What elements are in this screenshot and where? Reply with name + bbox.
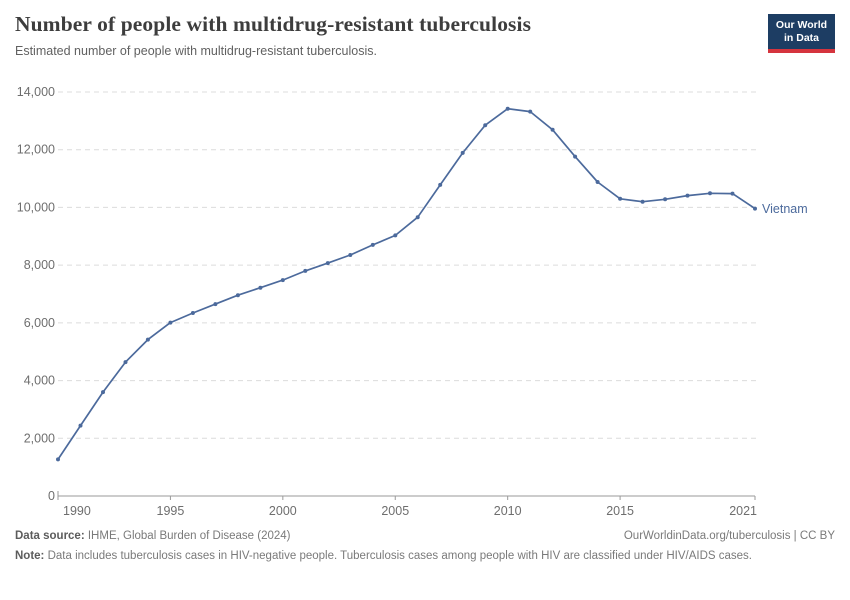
data-point-2001[interactable] bbox=[303, 268, 308, 273]
data-point-2020[interactable] bbox=[730, 191, 735, 196]
data-point-2004[interactable] bbox=[370, 242, 375, 247]
data-point-1998[interactable] bbox=[235, 293, 240, 298]
y-tick-label: 6,000 bbox=[24, 316, 55, 330]
line-chart-svg: 0 2,000 4,000 6,000 8,000 10,000 12,000 14,000 1… bbox=[17, 85, 808, 518]
chart-subtitle: Estimated number of people with multidru… bbox=[15, 44, 377, 58]
data-point-2005[interactable] bbox=[393, 233, 398, 238]
data-point-1997[interactable] bbox=[213, 302, 218, 307]
data-point-2000[interactable] bbox=[280, 278, 285, 283]
chart: 0 2,000 4,000 6,000 8,000 10,000 12,000 14,000 1… bbox=[0, 80, 850, 525]
chart-header: Number of people with multidrug-resistan… bbox=[15, 12, 835, 58]
data-point-1999[interactable] bbox=[258, 285, 263, 290]
data-point-2003[interactable] bbox=[348, 253, 353, 257]
data-point-1993[interactable] bbox=[123, 360, 128, 365]
y-tick-label: 2,000 bbox=[24, 431, 55, 445]
data-point-2010[interactable] bbox=[505, 106, 510, 111]
data-point-2016[interactable] bbox=[640, 199, 645, 204]
data-point-2011[interactable] bbox=[528, 109, 533, 114]
y-tick-label: 12,000 bbox=[17, 143, 55, 157]
data-point-2009[interactable] bbox=[483, 123, 488, 128]
x-tick-label: 2015 bbox=[606, 504, 634, 518]
data-point-2012[interactable] bbox=[550, 127, 555, 132]
trend-line bbox=[57, 107, 756, 460]
x-tick-label: 2021 bbox=[729, 504, 757, 518]
owid-logo: Our World in Data bbox=[768, 14, 835, 53]
data-point-1990[interactable] bbox=[56, 457, 60, 462]
x-tick-label: 1995 bbox=[157, 504, 185, 518]
data-point-2021[interactable] bbox=[753, 206, 757, 211]
data-point-2015[interactable] bbox=[618, 196, 623, 201]
data-point-2019[interactable] bbox=[708, 191, 712, 196]
owid-logo-line1: Our World bbox=[775, 19, 828, 31]
x-tick-label: 2005 bbox=[381, 504, 409, 518]
x-tick-label: 2000 bbox=[269, 504, 297, 518]
y-tick-label: 4,000 bbox=[24, 374, 55, 388]
data-point-1995[interactable] bbox=[168, 320, 173, 325]
y-tick-label: 0 bbox=[48, 489, 55, 503]
x-tick-label: 1990 bbox=[63, 504, 91, 518]
footer-source-row: Data source: IHME, Global Burden of Dise… bbox=[15, 530, 835, 542]
data-point-1991[interactable] bbox=[78, 423, 83, 428]
x-tick-label: 2010 bbox=[494, 504, 522, 518]
chart-footer: Data source: IHME, Global Burden of Dise… bbox=[15, 530, 835, 564]
data-point-2006[interactable] bbox=[415, 215, 420, 220]
data-point-2008[interactable] bbox=[460, 150, 465, 155]
y-tick-label: 10,000 bbox=[17, 200, 55, 214]
data-point-2013[interactable] bbox=[573, 154, 578, 159]
data-point-1996[interactable] bbox=[190, 311, 195, 315]
data-source-text: IHME, Global Burden of Disease (2024) bbox=[84, 530, 291, 542]
data-point-2017[interactable] bbox=[663, 197, 668, 202]
data-point-1994[interactable] bbox=[145, 337, 150, 342]
y-tick-label: 8,000 bbox=[24, 258, 55, 272]
note-text: Data includes tuberculosis cases in HIV-… bbox=[44, 550, 753, 562]
data-source: Data source: IHME, Global Burden of Dise… bbox=[15, 530, 291, 542]
data-point-2018[interactable] bbox=[685, 193, 690, 198]
data-point-2002[interactable] bbox=[325, 261, 330, 266]
data-point-2014[interactable] bbox=[595, 180, 600, 184]
data-source-label: Data source: bbox=[15, 530, 85, 542]
note-label: Note: bbox=[15, 550, 45, 562]
owid-logo-line2: in Data bbox=[783, 32, 819, 44]
attribution-link[interactable]: OurWorldinData.org/tuberculosis | CC BY bbox=[623, 530, 835, 542]
y-tick-label: 14,000 bbox=[17, 85, 55, 99]
footer-note: Note: Data includes tuberculosis cases i… bbox=[15, 549, 835, 564]
page-title: Number of people with multidrug-resistan… bbox=[15, 12, 532, 36]
series-label[interactable]: Vietnam bbox=[762, 202, 808, 216]
data-point-2007[interactable] bbox=[438, 182, 443, 187]
data-point-1992[interactable] bbox=[101, 390, 105, 395]
